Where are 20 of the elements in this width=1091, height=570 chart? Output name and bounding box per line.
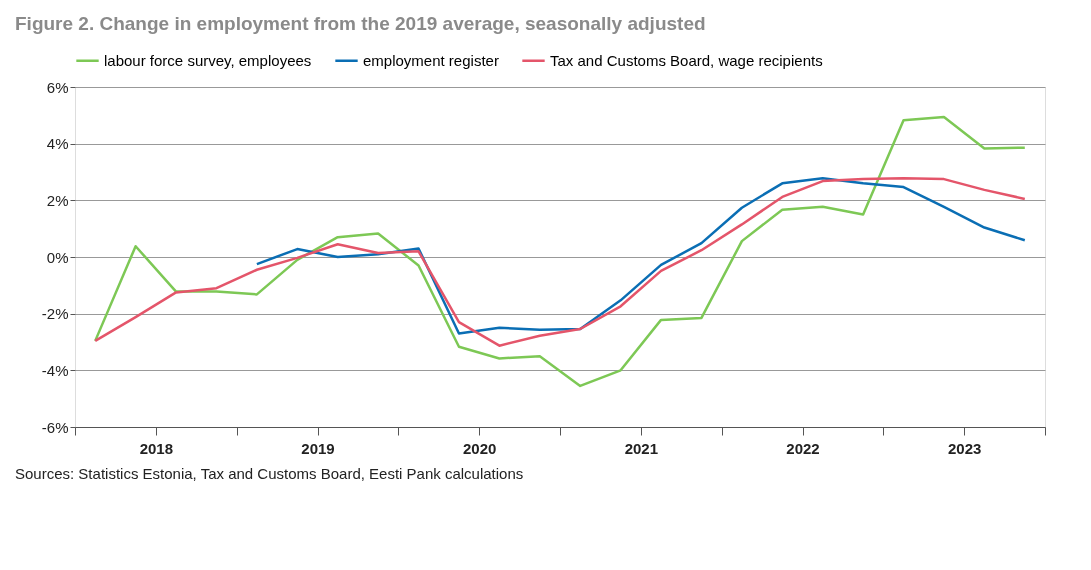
chart-title: Figure 2. Change in employment from the 2019 average, seasonally adjusted <box>15 13 706 34</box>
legend-label: labour force survey, employees <box>104 51 312 69</box>
y-tick-label: 6% <box>46 78 69 96</box>
x-tick-label: 2019 <box>301 439 335 457</box>
y-tick-label: -4% <box>41 361 69 379</box>
y-tick-label: -2% <box>41 305 69 323</box>
source-note: Sources: Statistics Estonia, Tax and Customs Board, Eesti Pank calculations <box>15 465 524 482</box>
x-tick-label: 2022 <box>786 439 820 457</box>
x-tick-label: 2018 <box>139 439 174 457</box>
y-tick-label: -6% <box>41 418 69 436</box>
y-tick-label: 2% <box>46 191 69 209</box>
x-tick-label: 2021 <box>624 439 659 457</box>
y-tick-label: 0% <box>46 248 69 266</box>
y-tick-label: 4% <box>46 135 69 153</box>
line-series <box>93 115 1027 388</box>
line-series <box>93 176 1027 347</box>
x-tick-label: 2020 <box>462 439 497 457</box>
legend-label: Tax and Customs Board, wage recipients <box>550 51 823 69</box>
legend-label: employment register <box>363 51 499 69</box>
x-tick-label: 2023 <box>947 439 982 457</box>
